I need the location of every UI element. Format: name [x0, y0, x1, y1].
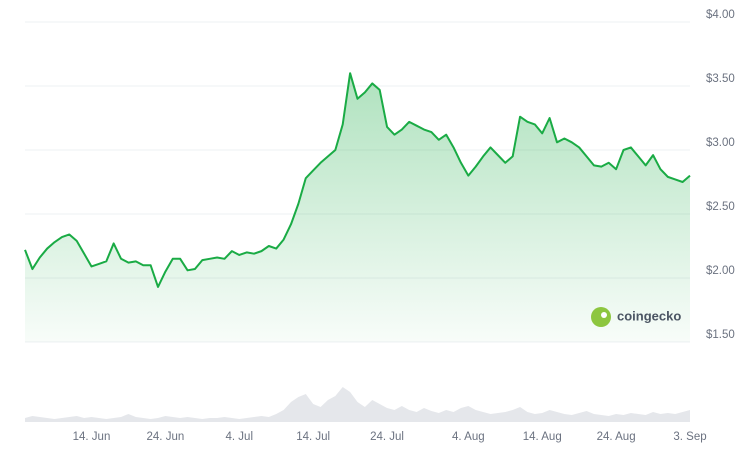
x-tick-label: 24. Jul: [370, 431, 404, 443]
logo-icon: [591, 307, 611, 327]
area-fill: [25, 73, 690, 342]
x-tick-label: 24. Aug: [597, 431, 636, 443]
y-tick-label: $4.00: [706, 9, 735, 21]
x-tick-label: 14. Jul: [296, 431, 330, 443]
logo-eye: [601, 312, 607, 318]
y-tick-label: $2.00: [706, 265, 735, 277]
price-line: [24, 72, 691, 288]
y-tick-label: $3.50: [706, 73, 735, 85]
x-tick-label: 24. Jun: [147, 431, 185, 443]
y-tick-label: $3.00: [706, 137, 735, 149]
x-tick-label: 4. Jul: [226, 431, 254, 443]
x-tick-label: 14. Aug: [523, 431, 562, 443]
y-tick-label: $1.50: [706, 329, 735, 341]
watermark: coingecko: [617, 308, 681, 323]
x-tick-label: 3. Sep: [673, 431, 706, 443]
x-tick-label: 14. Jun: [73, 431, 111, 443]
x-tick-label: 4. Aug: [452, 431, 485, 443]
volume-area: [25, 387, 690, 422]
y-tick-label: $2.50: [706, 201, 735, 213]
